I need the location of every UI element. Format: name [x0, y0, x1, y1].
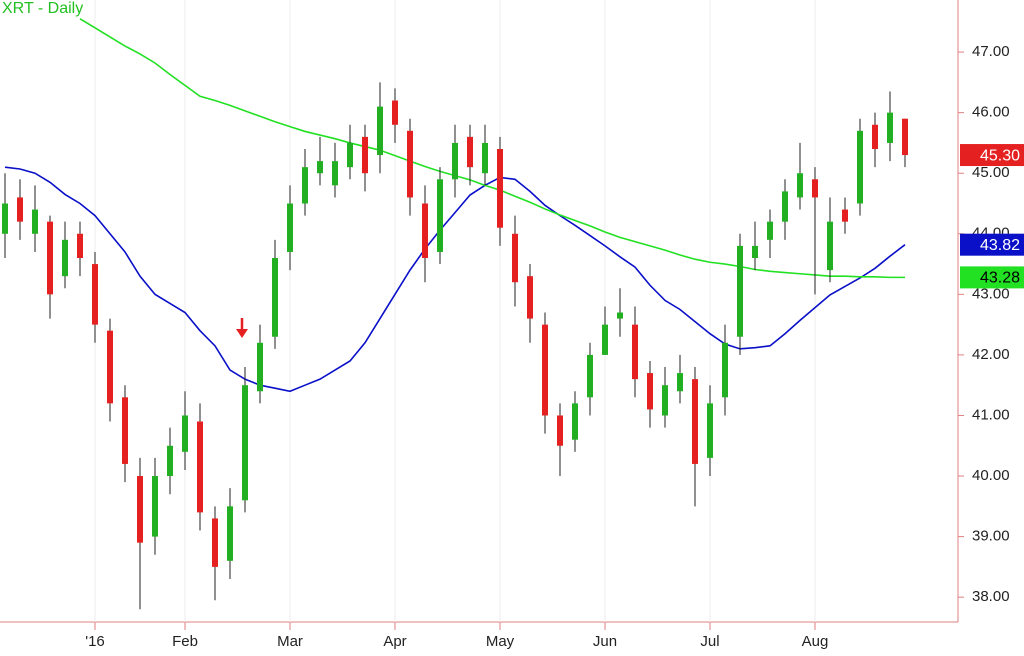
candle-body — [32, 209, 38, 234]
price-tag-label: 43.82 — [980, 237, 1020, 254]
candle-body — [857, 130, 863, 204]
candle-body — [812, 179, 818, 198]
candle-body — [407, 130, 413, 198]
candle-body — [647, 373, 653, 410]
candle-body — [302, 167, 308, 204]
candle-body — [377, 106, 383, 156]
candle-body — [737, 245, 743, 337]
price-tag — [960, 233, 1024, 256]
arrow-head — [236, 329, 248, 338]
candle-body — [62, 239, 68, 277]
candle-body — [827, 221, 833, 271]
candle-body — [122, 397, 128, 464]
y-tick-label: 40.00 — [972, 467, 1010, 484]
price-tag-label: 45.30 — [980, 147, 1020, 164]
x-tick-label: Apr — [383, 633, 406, 650]
y-tick-label: 41.00 — [972, 406, 1010, 423]
candle-body — [422, 203, 428, 259]
plot-area — [0, 0, 958, 622]
candle-body — [242, 385, 248, 501]
y-tick-label: 39.00 — [972, 528, 1010, 545]
y-tick-label: 43.00 — [972, 285, 1010, 302]
candle-body — [392, 100, 398, 125]
candle-body — [212, 518, 218, 567]
y-tick-label: 45.00 — [972, 164, 1010, 181]
candle-body — [842, 209, 848, 222]
candle-body — [77, 233, 83, 259]
candle-body — [767, 221, 773, 240]
candle-body — [902, 118, 908, 156]
candle-body — [662, 385, 668, 416]
candle-body — [542, 324, 548, 416]
candle-body — [707, 403, 713, 458]
candle-body — [287, 203, 293, 252]
candle-body — [497, 148, 503, 228]
candle-body — [167, 445, 173, 477]
candle-body — [92, 264, 98, 325]
candle-body — [17, 197, 23, 222]
candle-body — [677, 373, 683, 392]
x-tick-label: '16 — [85, 633, 105, 650]
candle-body — [557, 415, 563, 446]
x-tick-label: Mar — [277, 633, 303, 650]
candle-body — [467, 136, 473, 168]
candle-body — [617, 312, 623, 319]
y-tick-label: 47.00 — [972, 43, 1010, 60]
price-tag — [960, 266, 1024, 289]
candle-body — [272, 258, 278, 337]
candle-body — [512, 233, 518, 283]
candle-body — [572, 403, 578, 440]
candle-body — [137, 476, 143, 543]
candle-body — [602, 324, 608, 355]
candle-body — [257, 342, 263, 392]
candle-body — [47, 221, 53, 295]
x-tick-label: Jul — [700, 633, 719, 650]
candle-body — [722, 342, 728, 398]
signal-arrow — [236, 318, 248, 338]
candle-body — [692, 379, 698, 464]
candle-body — [182, 415, 188, 452]
y-tick-label: 46.00 — [972, 104, 1010, 121]
moving-average-line — [79, 18, 905, 279]
candle-body — [347, 142, 353, 168]
price-tag-label: 43.28 — [980, 270, 1020, 287]
candle-body — [887, 112, 893, 143]
candle-body — [782, 191, 788, 222]
candle-body — [872, 124, 878, 149]
candle-body — [317, 161, 323, 174]
candle-body — [362, 136, 368, 174]
x-tick-label: Aug — [802, 633, 829, 650]
candle-body — [797, 173, 803, 198]
moving-average-line — [4, 166, 906, 393]
x-tick-label: May — [486, 633, 515, 650]
candle-body — [437, 179, 443, 252]
candle-body — [107, 330, 113, 404]
candle-body — [2, 203, 8, 234]
candle-body — [632, 324, 638, 380]
x-tick-label: Feb — [172, 633, 198, 650]
price-tag — [960, 144, 1024, 167]
y-tick-label: 42.00 — [972, 346, 1010, 363]
candle-body — [152, 476, 158, 537]
candle-body — [227, 506, 233, 561]
candle-body — [482, 142, 488, 174]
candle-body — [587, 354, 593, 398]
x-tick-label: Jun — [593, 633, 617, 650]
candle-body — [527, 276, 533, 319]
candle-body — [197, 421, 203, 513]
candle-body — [752, 245, 758, 259]
candle-body — [332, 161, 338, 186]
y-tick-label: 38.00 — [972, 588, 1010, 605]
candle-body — [452, 142, 458, 180]
chart-title: XRT - Daily — [2, 0, 83, 17]
